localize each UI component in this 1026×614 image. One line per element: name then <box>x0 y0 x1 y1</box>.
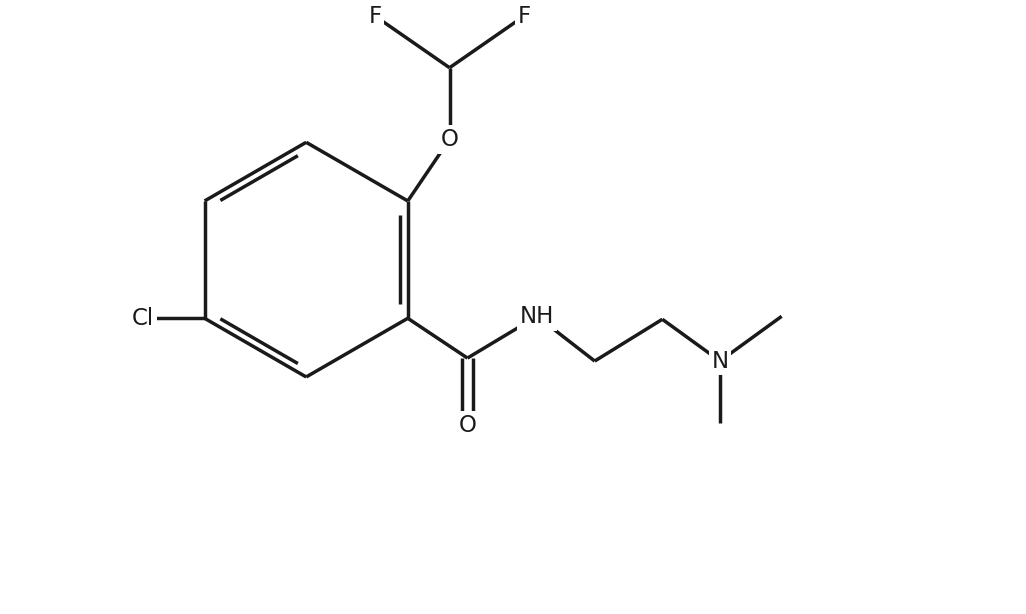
Text: O: O <box>459 414 476 437</box>
Text: F: F <box>517 4 530 28</box>
Text: NH: NH <box>520 305 554 328</box>
Text: N: N <box>711 349 728 373</box>
Text: O: O <box>440 128 459 151</box>
Text: F: F <box>368 4 382 28</box>
Text: Cl: Cl <box>132 307 154 330</box>
